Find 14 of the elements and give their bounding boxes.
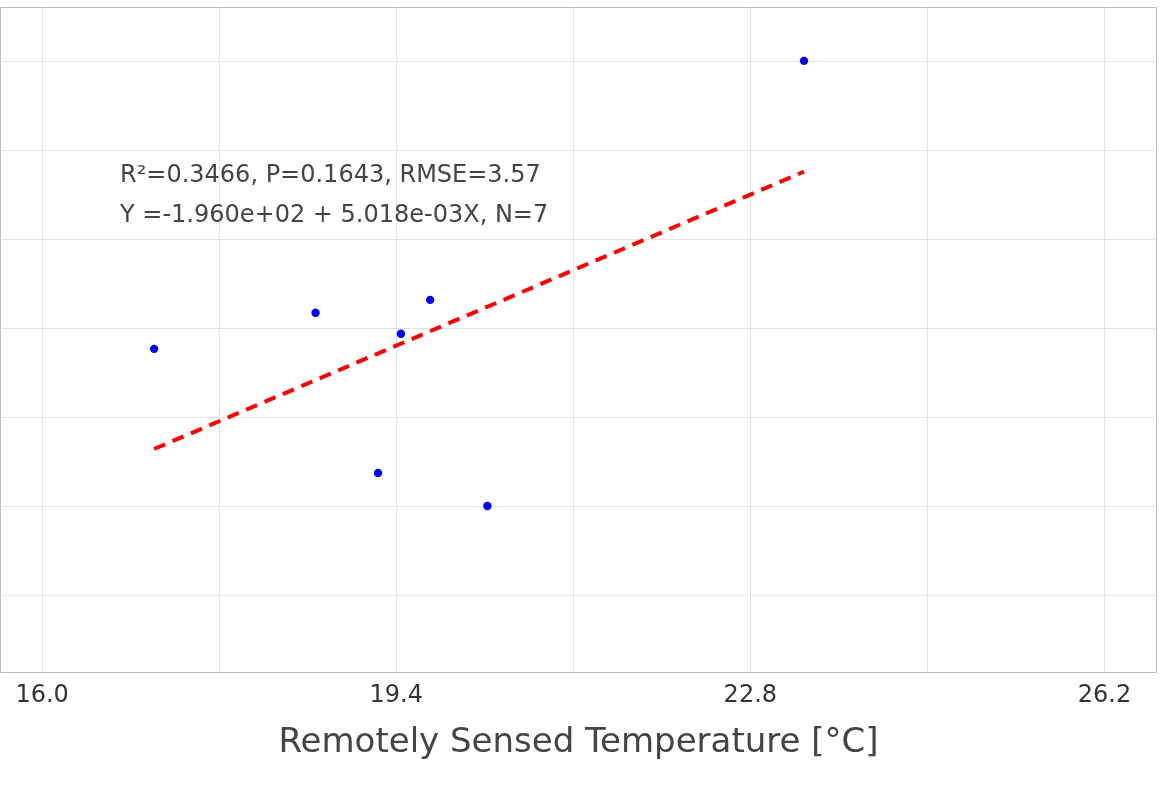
annotation: R²=0.3466, P=0.1643, RMSE=3.57 bbox=[120, 160, 541, 188]
x-tick-label: 16.0 bbox=[15, 679, 69, 708]
x-tick-label: 22.8 bbox=[723, 679, 778, 708]
point bbox=[425, 295, 435, 305]
point bbox=[396, 329, 406, 338]
x-axis-title: Remotely Sensed Temperature [°C] bbox=[278, 719, 879, 760]
x-tick-label: 19.4 bbox=[369, 679, 423, 708]
x-tick-label: 26.2 bbox=[1077, 679, 1132, 708]
annotation: Y =-1.960e+02 + 5.018e-03X, N=7 bbox=[119, 200, 549, 228]
point bbox=[373, 468, 383, 478]
point bbox=[483, 501, 492, 511]
point bbox=[799, 56, 809, 66]
point bbox=[149, 344, 159, 354]
point bbox=[311, 308, 320, 317]
